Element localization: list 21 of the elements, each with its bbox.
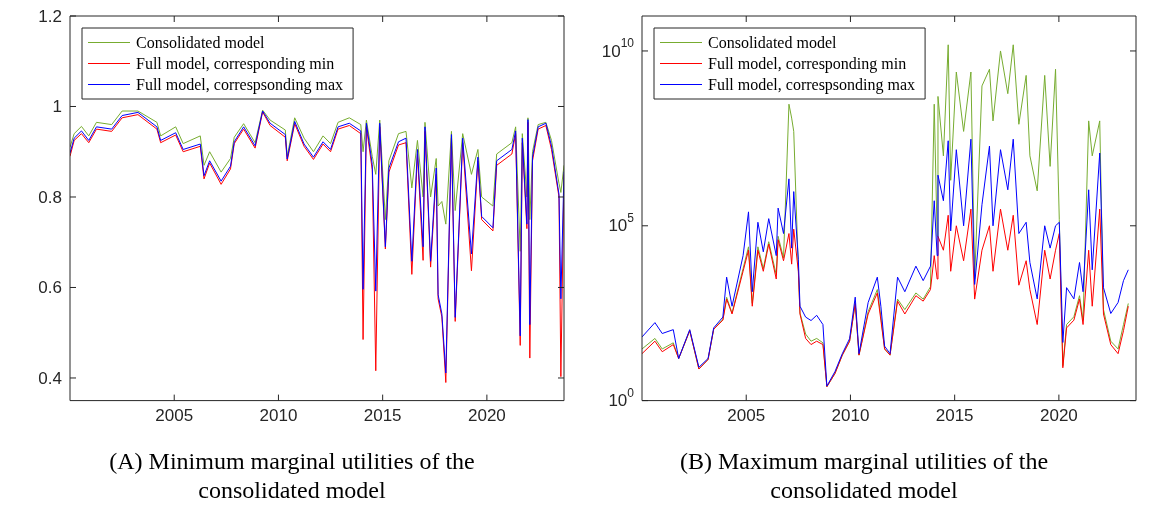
legend-label: Consolidated model (708, 33, 837, 51)
y-tick-label: 0.4 (38, 368, 63, 388)
x-tick-label: 2020 (1039, 406, 1078, 426)
legend-label: Full model, correspsonding max (708, 75, 916, 94)
y-tick-label: 0.8 (38, 187, 63, 207)
text: (B) Maximum marginal utilities of the consolidated model (678, 447, 1050, 505)
x-tick-label: 2010 (259, 406, 298, 426)
legend-label: Full model, correspsonding max (136, 75, 344, 94)
y-tick-label: 1 (52, 97, 63, 117)
legend-label: Full model, corresponding min (708, 54, 907, 73)
legend-label: Full model, corresponding min (136, 54, 335, 73)
x-tick-label: 2015 (935, 406, 974, 426)
y-tick-label: 0.6 (38, 278, 63, 298)
legend-label: Consolidated model (136, 33, 265, 51)
x-tick-label: 2005 (155, 406, 194, 426)
x-tick-label: 2020 (467, 406, 506, 426)
text: (A) Minimum marginal utilities of the consolidated model (108, 447, 476, 505)
x-tick-label: 2015 (363, 406, 402, 426)
x-tick-label: 2005 (727, 406, 766, 426)
x-tick-label: 2010 (831, 406, 870, 426)
y-tick-label: 1.2 (38, 6, 63, 26)
